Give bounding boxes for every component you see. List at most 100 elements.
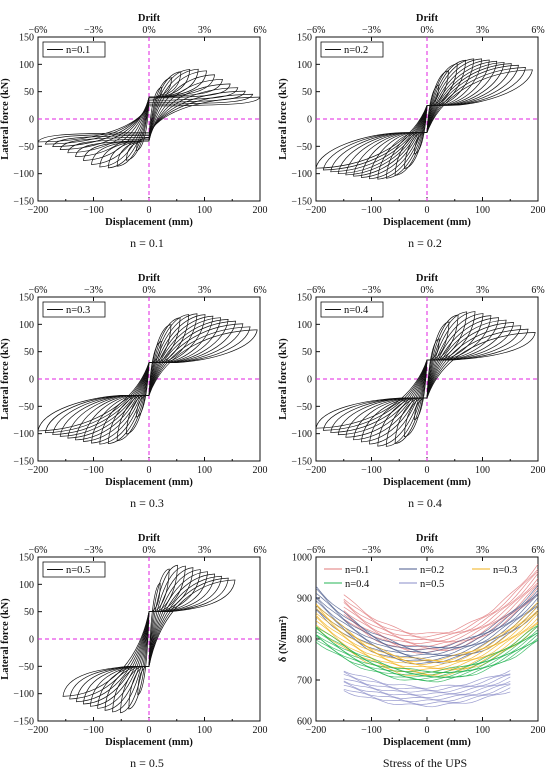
stress-curve bbox=[343, 570, 538, 640]
x2-tick-label: −3% bbox=[84, 545, 103, 556]
legend-label: n=0.1 bbox=[66, 45, 90, 56]
y-tick-label: 150 bbox=[19, 293, 34, 304]
hysteresis-loop bbox=[316, 69, 533, 169]
plot-area bbox=[38, 37, 260, 201]
y-tick-label: −150 bbox=[13, 717, 34, 728]
y-tick-label: −100 bbox=[291, 169, 312, 180]
stress-curve bbox=[343, 674, 511, 693]
y-tick-label: 900 bbox=[297, 594, 312, 605]
x-tick-label: −200 bbox=[28, 205, 49, 216]
caption-n02: n = 0.2 bbox=[408, 236, 442, 250]
legend-label: n=0.4 bbox=[344, 305, 369, 316]
x-tick-label: −100 bbox=[361, 465, 382, 476]
legend-box bbox=[320, 301, 384, 318]
x2-tick-label: −6% bbox=[29, 545, 48, 556]
x-tick-label: 0 bbox=[147, 205, 152, 216]
legend-label: n=0.5 bbox=[420, 579, 444, 590]
x2-tick-label: 3% bbox=[476, 545, 489, 556]
y-tick-label: −50 bbox=[296, 142, 312, 153]
y-tick-label: −100 bbox=[13, 429, 34, 440]
x-tick-label: −100 bbox=[361, 725, 382, 736]
hysteresis-loop bbox=[62, 579, 236, 697]
x-tick-label: 200 bbox=[253, 205, 268, 216]
y-tick-label: −150 bbox=[291, 197, 312, 208]
y-tick-label: 50 bbox=[24, 607, 34, 618]
hysteresis-loop bbox=[38, 329, 258, 432]
x-tick-label: −200 bbox=[28, 465, 49, 476]
y-tick-label: −150 bbox=[13, 197, 34, 208]
x-tick-label: 100 bbox=[475, 205, 490, 216]
x-axis-label: Displacement (mm) bbox=[105, 217, 193, 228]
x2-tick-label: −6% bbox=[307, 285, 326, 296]
x2-tick-label: 0% bbox=[420, 545, 433, 556]
x-tick-label: −200 bbox=[28, 725, 49, 736]
legend-box bbox=[320, 41, 384, 58]
x-tick-label: −200 bbox=[306, 205, 327, 216]
x2-tick-label: 0% bbox=[142, 25, 155, 36]
y-tick-label: −50 bbox=[18, 142, 34, 153]
y-tick-label: 700 bbox=[297, 676, 312, 687]
legend-box bbox=[42, 561, 106, 578]
caption-n01: n = 0.1 bbox=[130, 236, 164, 250]
x2-tick-label: 6% bbox=[531, 285, 544, 296]
x2-tick-label: 0% bbox=[420, 25, 433, 36]
stress-curve bbox=[316, 631, 538, 677]
x2-tick-label: 3% bbox=[476, 25, 489, 36]
y-tick-label: 600 bbox=[297, 717, 312, 728]
x2-tick-label: 3% bbox=[198, 545, 211, 556]
hysteresis-loop bbox=[69, 577, 229, 700]
x2-tick-label: −6% bbox=[307, 25, 326, 36]
stress-curve bbox=[343, 680, 511, 698]
legend-label: n=0.2 bbox=[344, 45, 368, 56]
y-tick-label: 100 bbox=[19, 580, 34, 591]
y-tick-label: −50 bbox=[18, 402, 34, 413]
x-axis-label: Displacement (mm) bbox=[383, 737, 471, 748]
chart-panel-4: −200 −100 0 100 200 −6% −3% 0% 3% 6% −150 −100 −50 0 5… bbox=[278, 273, 546, 488]
x2-tick-label: −3% bbox=[84, 285, 103, 296]
x2-tick-label: 0% bbox=[142, 285, 155, 296]
y-tick-label: 50 bbox=[24, 347, 34, 358]
caption-n05: n = 0.5 bbox=[130, 756, 164, 770]
y-tick-label: 150 bbox=[297, 293, 312, 304]
y-tick-label: 0 bbox=[29, 375, 34, 386]
stress-curve bbox=[316, 597, 538, 656]
stress-curve bbox=[316, 585, 538, 648]
chart-panel-6: −200 −100 0 100 200 −6% −3% 0% 3% 6% 600 700 800 900 1… bbox=[278, 533, 546, 748]
x-tick-label: 200 bbox=[531, 725, 546, 736]
x-tick-label: 100 bbox=[475, 725, 490, 736]
hysteresis-loop bbox=[52, 90, 246, 148]
x2-axis-label: Drift bbox=[138, 13, 161, 24]
stress-curve bbox=[316, 635, 538, 680]
y-tick-label: 150 bbox=[19, 33, 34, 44]
x2-tick-label: 3% bbox=[476, 285, 489, 296]
x-axis-label: Displacement (mm) bbox=[383, 217, 471, 228]
x2-tick-label: −3% bbox=[362, 285, 381, 296]
y-tick-label: 50 bbox=[302, 87, 312, 98]
y-tick-label: 150 bbox=[297, 33, 312, 44]
x2-tick-label: 6% bbox=[531, 25, 544, 36]
x-tick-label: 200 bbox=[253, 465, 268, 476]
x2-tick-label: 6% bbox=[253, 25, 266, 36]
legend-box bbox=[42, 41, 106, 58]
stress-curve bbox=[316, 639, 538, 682]
y-tick-label: −50 bbox=[296, 402, 312, 413]
stress-curve bbox=[343, 578, 538, 644]
x-axis-label: Displacement (mm) bbox=[105, 737, 193, 748]
x-tick-label: 0 bbox=[425, 725, 430, 736]
legend-label: n=0.3 bbox=[493, 565, 517, 576]
stress-curve bbox=[343, 687, 511, 705]
hysteresis-loop bbox=[128, 568, 170, 710]
hysteresis-loop bbox=[316, 332, 536, 429]
chart-panel-5: −200 −100 0 100 200 −6% −3% 0% 3% 6% −150 −100 −50 0 5… bbox=[0, 533, 268, 748]
x-tick-label: 100 bbox=[197, 465, 212, 476]
stress-curve bbox=[316, 594, 538, 655]
plot-area bbox=[316, 563, 538, 708]
hysteresis-loop bbox=[97, 569, 201, 709]
y-tick-label: 100 bbox=[19, 60, 34, 71]
x2-tick-label: 3% bbox=[198, 25, 211, 36]
x2-tick-label: 6% bbox=[253, 285, 266, 296]
y-axis-label: Lateral force (kN) bbox=[278, 78, 289, 160]
x-tick-label: 0 bbox=[425, 465, 430, 476]
hysteresis-loop bbox=[67, 83, 231, 154]
